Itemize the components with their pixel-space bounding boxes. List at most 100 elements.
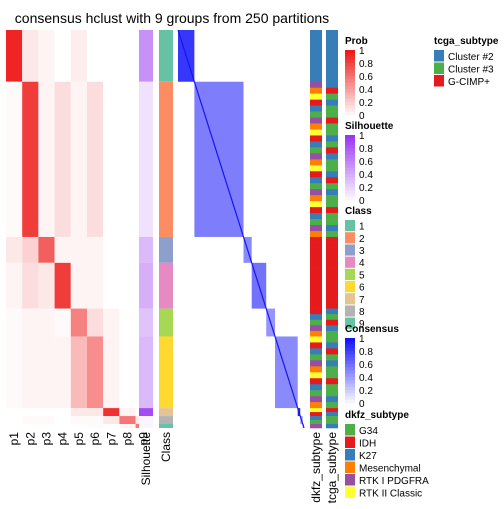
tcga-subtype-cell (326, 165, 338, 172)
consensus-legend-tick: 0.2 (359, 386, 373, 397)
tcga-subtype-cell (326, 177, 338, 184)
dkfz-subtype-cell (310, 47, 322, 54)
consensus-legend-tick: 1 (359, 334, 365, 345)
silhouette-legend-gradient (345, 187, 355, 191)
dkfz-subtype-cell (310, 165, 322, 172)
consensus-legend-tick: 0.8 (359, 347, 373, 358)
dkfz-subtype-cell (310, 308, 322, 315)
dkfz-subtype-cell (310, 348, 322, 355)
prob-cell (103, 236, 120, 263)
silhouette-legend-gradient (345, 196, 355, 201)
dkfz-subtype-cell (310, 87, 322, 94)
prob-cell (70, 424, 87, 428)
dkfz-subtype-cell (310, 247, 322, 253)
dkfz-subtype-cell (310, 279, 322, 287)
prob-legend-gradient (345, 76, 355, 80)
prob-cell (38, 408, 55, 417)
prob-legend-gradient (345, 102, 355, 106)
silhouette-legend-gradient (345, 164, 355, 168)
prob-cell (87, 336, 104, 409)
silhouette-cell (139, 262, 153, 309)
consensus-legend-tick: 0.6 (359, 360, 373, 371)
dkfz-subtype-cell (310, 129, 322, 136)
prob-legend-tick: 0.2 (359, 98, 373, 109)
prob-cell (119, 236, 136, 263)
prob-cell (87, 30, 104, 82)
prob-cell (22, 424, 39, 428)
prob-cell (54, 262, 71, 309)
dkfz-subtype-cell (310, 177, 322, 184)
tcga_subtype-legend-swatch (434, 75, 444, 87)
tcga-subtype-cell (326, 257, 338, 264)
tcga-subtype-cell (326, 319, 338, 326)
consensus-legend-gradient (345, 373, 355, 378)
dkfz-subtype-cell (310, 336, 322, 343)
prob-column-label: p8 (121, 432, 135, 446)
prob-legend-gradient (345, 95, 355, 100)
tcga-subtype-cell (326, 135, 338, 142)
dkfz-subtype-cell (310, 257, 322, 264)
dkfz-subtype-cell (310, 242, 322, 248)
dkfz_subtype-legend-label: K27 (359, 451, 377, 462)
dkfz-subtype-cell (310, 195, 322, 202)
class-legend-swatch (345, 244, 355, 256)
tcga-subtype-cell (326, 153, 338, 160)
consensus-legend-gradient (345, 347, 355, 352)
tcga-subtype-cell (326, 105, 338, 112)
silhouette-legend-gradient (345, 135, 355, 139)
prob-cell (38, 336, 55, 409)
dkfz-subtype-cell (310, 302, 322, 309)
silhouette-legend-tick: 0.6 (359, 157, 373, 168)
prob-cell (103, 408, 120, 417)
tcga-subtype-cell (326, 384, 338, 391)
dkfz-subtype-cell (310, 291, 322, 298)
dkfz_subtype-legend-label: G34 (359, 426, 378, 437)
silhouette-legend-tick: 0.4 (359, 170, 373, 181)
prob-cell (70, 30, 87, 82)
prob-legend-gradient (345, 79, 355, 83)
consensus-legend-gradient (345, 396, 355, 401)
tcga_subtype-legend-swatch (434, 62, 444, 74)
prob-legend-gradient (345, 98, 355, 103)
tcga-subtype-cell (326, 285, 338, 292)
prob-cell (54, 81, 71, 237)
dkfz-subtype-cell (310, 285, 322, 292)
tcga-subtype-cell (326, 330, 338, 337)
dkfz_subtype-legend-swatch (345, 461, 355, 473)
tcga-subtype-cell (326, 195, 338, 202)
tcga-subtype-cell (326, 236, 338, 243)
dkfz-subtype-cell (310, 236, 322, 243)
tcga-subtype-cell (326, 64, 338, 71)
dkfz-subtype-cell (310, 360, 322, 367)
dkfz-subtype-cell (310, 230, 322, 238)
prob-cell (6, 236, 23, 263)
dkfz-subtype-cell (310, 41, 322, 48)
dkfz-subtype-cell (310, 123, 322, 130)
dkfz_subtype-legend-swatch (345, 486, 355, 498)
consensus-matrix (177, 29, 305, 429)
dkfz_subtype-legend-label: RTK II Classic (359, 488, 422, 499)
tcga-subtype-cell (326, 360, 338, 367)
prob-cell (6, 424, 23, 428)
tcga-subtype-cell (326, 141, 338, 148)
dkfz-subtype-cell (310, 219, 322, 226)
class-cell (159, 81, 173, 237)
consensus-legend-gradient (345, 341, 355, 345)
tcga-subtype-cell (326, 147, 338, 154)
prob-legend-gradient (345, 108, 355, 113)
prob-column-label: p3 (40, 432, 54, 446)
dkfz-subtype-cell (310, 325, 322, 332)
prob-cell (54, 336, 71, 409)
tcga-subtype-cell (326, 213, 338, 220)
prob-cell (6, 336, 23, 409)
dkfz-subtype-cell (310, 297, 322, 304)
dkfz-subtype-cell (310, 111, 322, 118)
prob-cell (38, 262, 55, 309)
prob-cell (54, 424, 71, 428)
silhouette-legend-gradient (345, 148, 355, 152)
prob-cell (54, 408, 71, 417)
tcga_subtype-legend-swatch (434, 50, 444, 62)
class-legend-swatch (345, 232, 355, 244)
class-legend-swatch (345, 305, 355, 317)
dkfz-subtype-cell (310, 70, 322, 77)
